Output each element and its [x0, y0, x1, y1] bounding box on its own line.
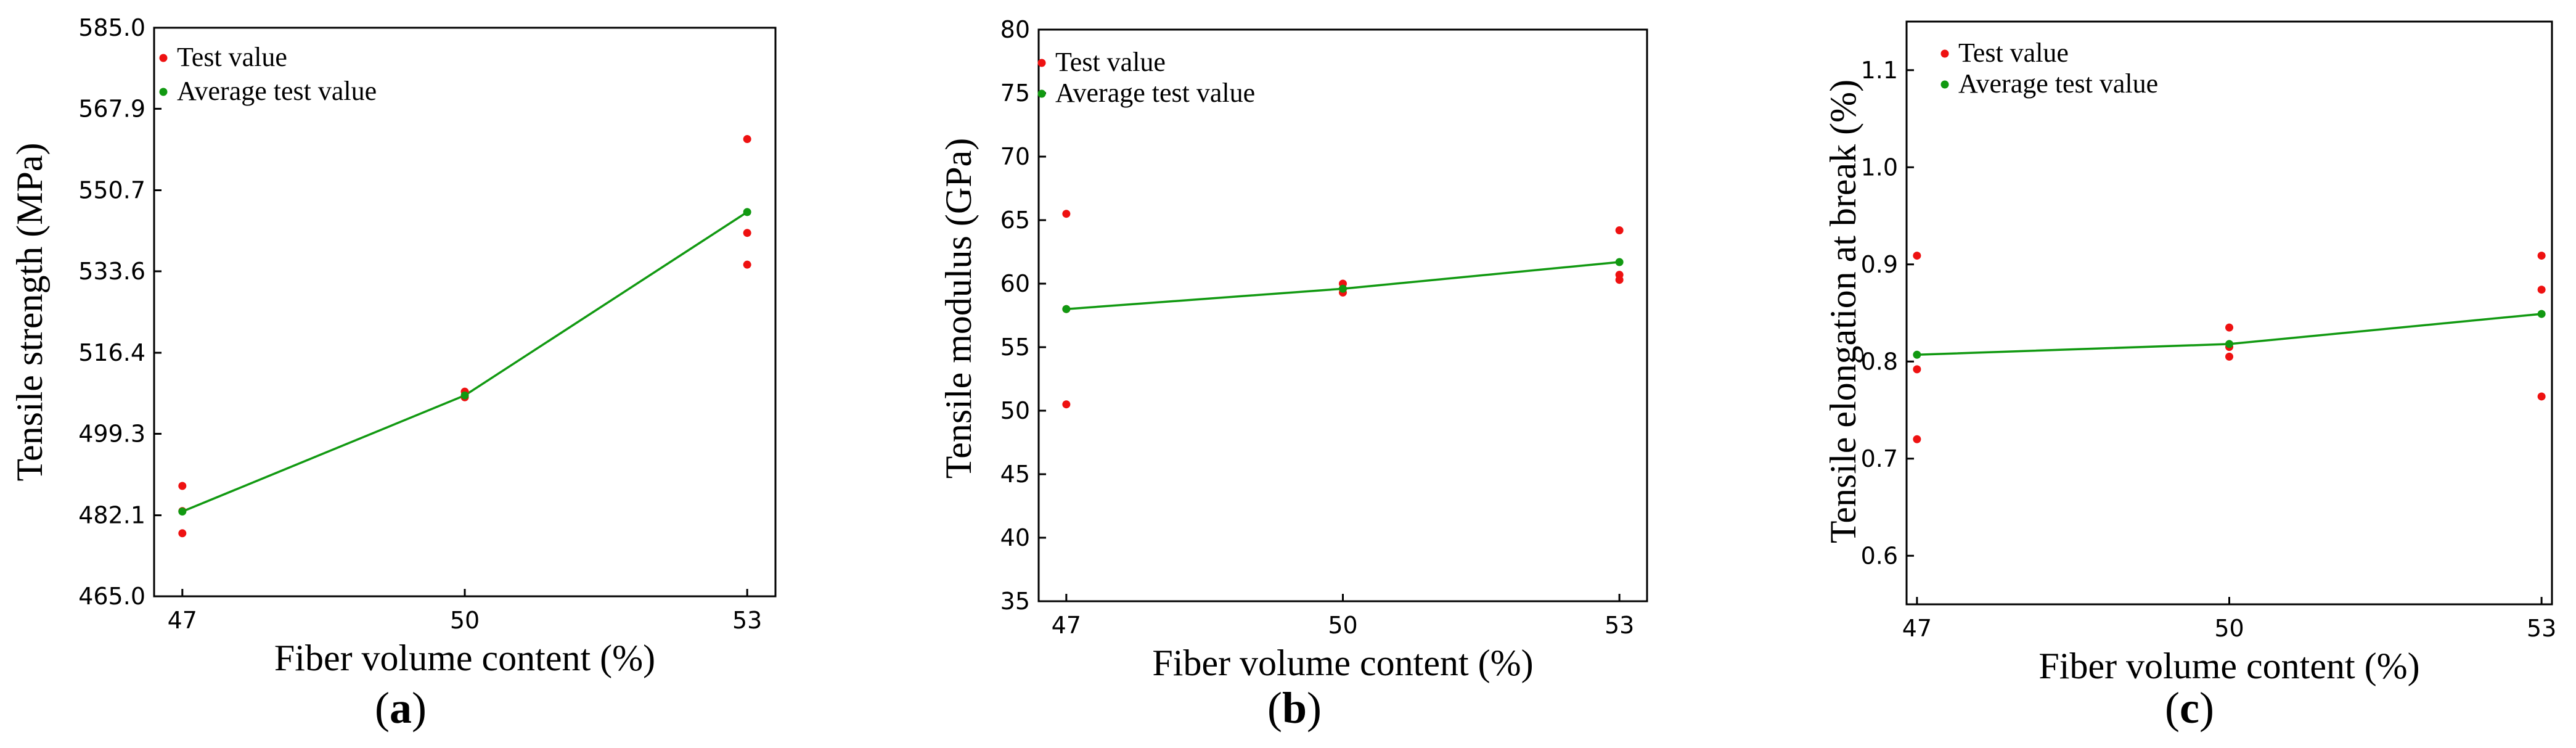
- test-value-point: [1615, 226, 1624, 234]
- test-value-point: [743, 260, 751, 269]
- x-tick-label: 50: [1328, 612, 1357, 639]
- average-line: [182, 211, 748, 513]
- test-value-point: [2537, 252, 2546, 260]
- x-tick-label: 47: [1052, 612, 1081, 639]
- y-axis-label: Tensile strength (MPa): [9, 142, 50, 481]
- legend-average-marker: [1037, 89, 1046, 98]
- plot-frame: [1037, 28, 1648, 602]
- legend-average-marker: [1940, 80, 1949, 89]
- test-value-point: [2225, 323, 2233, 332]
- y-axis-label: Tensile elongation at break (%): [1823, 80, 1863, 543]
- y-tick-label: 1.0: [1861, 154, 1898, 181]
- x-axis-label: Fiber volume content (%): [274, 638, 655, 678]
- test-value-point: [2225, 352, 2233, 361]
- average-point: [1615, 258, 1624, 266]
- average-point: [178, 507, 187, 516]
- test-value-point: [2537, 392, 2546, 401]
- test-value-point: [178, 482, 187, 490]
- panel-caption: (a): [375, 683, 427, 733]
- legend-test-marker: [1940, 49, 1949, 58]
- chart-panel-a: 465.0 482.1 499.3 516.4 533.6 550.7 567.9 585.0…: [9, 14, 777, 733]
- y-tick-label: 60: [1000, 270, 1030, 297]
- panel-caption: (b): [1267, 683, 1322, 733]
- average-point: [460, 391, 469, 400]
- test-value-point: [1913, 435, 1921, 443]
- y-tick-label: 0.7: [1861, 445, 1898, 472]
- legend: Test value Average test value: [159, 42, 377, 106]
- test-value-point: [2537, 286, 2546, 294]
- y-tick-label: 45: [1000, 461, 1030, 488]
- average-point: [2225, 340, 2233, 348]
- legend-label: Average test value: [177, 76, 377, 106]
- test-value-point: [1913, 365, 1921, 374]
- average-point: [743, 208, 751, 216]
- x-tick-label: 50: [2214, 615, 2244, 642]
- x-tick-label: 53: [732, 607, 762, 634]
- x-axis-label: Fiber volume content (%): [2038, 646, 2419, 686]
- legend-test-marker: [159, 54, 168, 62]
- chart-panel-b: 35 40 45 50 55 60 65 70 75 80 47 50 53 Fiber volume c…: [938, 16, 1648, 733]
- y-tick-label: 516.4: [78, 339, 145, 366]
- test-value-point: [743, 135, 751, 144]
- test-value-point: [1913, 252, 1921, 260]
- y-tick-label: 70: [1000, 143, 1030, 170]
- test-value-point: [1615, 276, 1624, 284]
- y-tick-label: 80: [1000, 16, 1030, 43]
- test-value-point: [1062, 400, 1071, 409]
- y-tick-label: 35: [1000, 588, 1030, 615]
- x-tick-label: 53: [1605, 612, 1634, 639]
- y-tick-label: 40: [1000, 524, 1030, 551]
- y-tick-label: 499.3: [78, 420, 145, 447]
- y-axis-label: Tensile modulus (GPa): [938, 138, 979, 479]
- legend-label: Test value: [177, 42, 287, 72]
- y-tick-label: 0.9: [1861, 251, 1898, 278]
- y-tick-label: 1.1: [1861, 57, 1898, 84]
- y-tick-label: 0.8: [1861, 348, 1898, 375]
- average-point: [1913, 350, 1921, 359]
- legend-label: Average test value: [1958, 68, 2158, 99]
- plot-frame: [1905, 20, 2553, 606]
- legend-test-marker: [1037, 59, 1046, 67]
- average-point: [2537, 310, 2546, 318]
- y-tick-label: 50: [1000, 397, 1030, 424]
- test-value-point: [1062, 210, 1071, 218]
- x-axis-label: Fiber volume content (%): [1152, 643, 1533, 683]
- x-tick-label: 53: [2527, 615, 2556, 642]
- y-tick-label: 75: [1000, 80, 1030, 107]
- panel-caption-letter: b: [1282, 683, 1307, 733]
- y-tick-label: 550.7: [78, 177, 145, 204]
- y-tick-label: 0.6: [1861, 542, 1898, 569]
- legend-average-marker: [159, 88, 168, 96]
- legend-label: Test value: [1958, 38, 2069, 68]
- y-tick-label: 55: [1000, 334, 1030, 361]
- y-tick-label: 482.1: [78, 502, 145, 529]
- legend-label: Average test value: [1055, 78, 1255, 108]
- x-tick-label: 50: [450, 607, 480, 634]
- panel-caption-letter: a: [390, 683, 412, 733]
- panel-caption-letter: c: [2180, 683, 2199, 733]
- panel-caption: (c): [2165, 683, 2214, 733]
- y-tick-label: 567.9: [78, 95, 145, 122]
- test-value-point: [178, 529, 187, 538]
- y-tick-label: 65: [1000, 207, 1030, 234]
- x-tick-label: 47: [1902, 615, 1932, 642]
- chart-panel-c: 0.6 0.7 0.8 0.9 1.0 1.1 47 50 53 Fiber volume con…: [1823, 20, 2556, 733]
- y-tick-label: 465.0: [78, 583, 145, 610]
- average-point: [1339, 284, 1347, 293]
- plot-frame: [153, 27, 777, 598]
- x-tick-label: 47: [168, 607, 197, 634]
- legend-label: Test value: [1055, 47, 1166, 77]
- y-tick-label: 585.0: [78, 14, 145, 41]
- test-value-point: [743, 229, 751, 237]
- y-tick-label: 533.6: [78, 258, 145, 285]
- average-point: [1062, 305, 1071, 313]
